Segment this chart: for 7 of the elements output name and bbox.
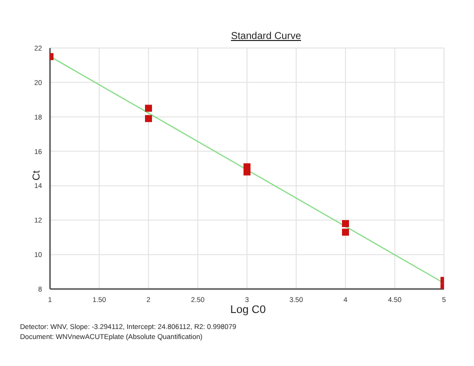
point: [342, 228, 349, 236]
x-axis-title: Log C0: [229, 304, 267, 316]
point: [342, 220, 349, 228]
point: [145, 115, 152, 122]
y-axis-title: Ct: [32, 170, 42, 180]
chart-title: Standard Curve: [230, 31, 302, 42]
point: [145, 104, 152, 112]
